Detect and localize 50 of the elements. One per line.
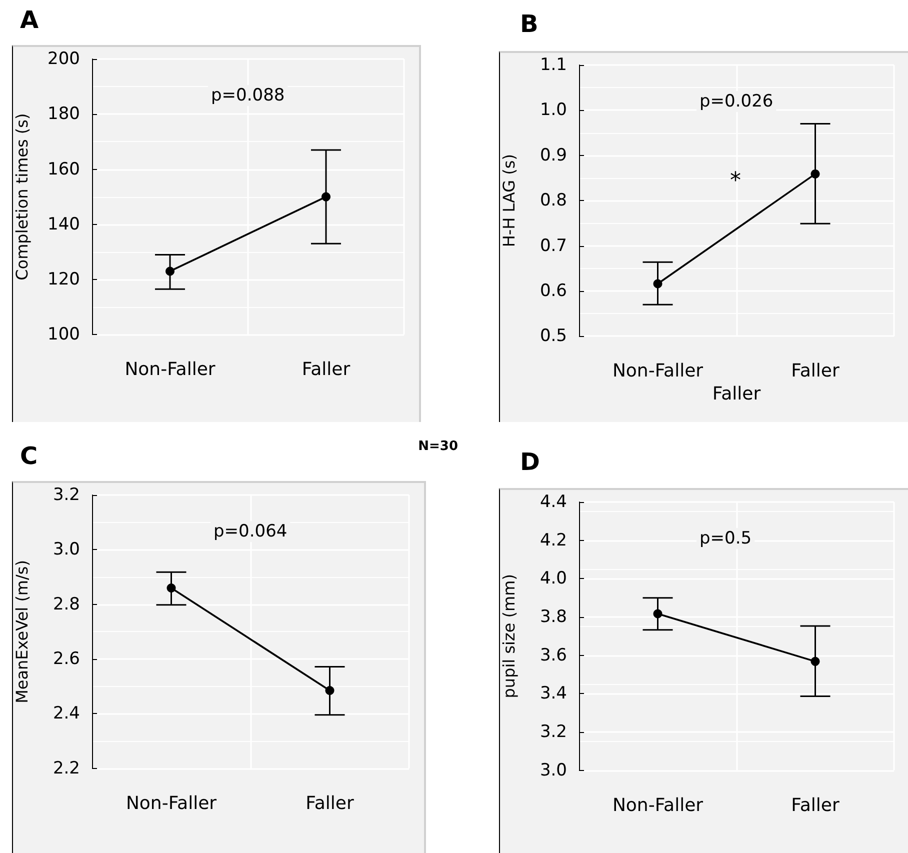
x-tick-label: Non-Faller bbox=[612, 360, 704, 382]
x-tick-label: Non-Faller bbox=[124, 359, 216, 380]
text: N=30 bbox=[418, 439, 458, 454]
y-tick-label: 3.2 bbox=[52, 485, 80, 505]
annotation: p=0.5 bbox=[700, 528, 752, 548]
annotation: p=0.026 bbox=[700, 92, 774, 112]
chart-title: C bbox=[20, 442, 38, 470]
y-tick-label: 200 bbox=[48, 49, 80, 69]
chart-title: B bbox=[520, 10, 538, 38]
chart-title: D bbox=[520, 448, 540, 476]
y-tick-label: 0.6 bbox=[540, 281, 567, 302]
x-tick-label: Faller bbox=[791, 794, 840, 816]
y-tick-label: 3.4 bbox=[540, 684, 567, 704]
x-tick-label: Faller bbox=[306, 792, 354, 814]
y-tick-label: 3.6 bbox=[540, 645, 567, 666]
y-tick-label: 2.2 bbox=[52, 758, 80, 778]
y-tick-label: 1.1 bbox=[540, 55, 567, 75]
x-tick-label: Faller bbox=[791, 360, 840, 382]
y-tick-label: 3.2 bbox=[540, 722, 567, 742]
y-tick-label: 0.5 bbox=[540, 326, 567, 346]
y-tick-label: 2.6 bbox=[52, 649, 80, 670]
y-axis-title: pupil size (mm) bbox=[500, 574, 518, 698]
y-tick-label: 2.8 bbox=[52, 594, 80, 614]
x-tick-label: Faller bbox=[302, 359, 351, 380]
y-tick-label: 4.0 bbox=[540, 568, 567, 589]
annotation: * bbox=[730, 168, 741, 194]
x-tick-label: Non-Faller bbox=[126, 792, 218, 814]
y-axis-title: MeanExeVel (m/s) bbox=[12, 560, 32, 704]
y-tick-label: 3.8 bbox=[540, 606, 567, 627]
annotation: p=0.064 bbox=[214, 522, 288, 542]
y-tick-label: 140 bbox=[48, 214, 80, 234]
y-tick-label: 3.0 bbox=[540, 760, 567, 780]
y-tick-label: 0.8 bbox=[540, 190, 567, 211]
y-tick-label: 4.2 bbox=[540, 530, 567, 550]
y-axis-title: H-H LAG (s) bbox=[500, 154, 518, 248]
y-tick-label: 3.0 bbox=[52, 540, 80, 560]
y-axis-title: Completion times (s) bbox=[12, 113, 32, 280]
x-axis-title: Faller bbox=[712, 384, 762, 405]
chart-title: A bbox=[20, 6, 39, 34]
y-tick-label: 0.9 bbox=[540, 145, 567, 166]
y-tick-label: 0.7 bbox=[540, 236, 567, 256]
y-tick-label: 100 bbox=[48, 324, 80, 345]
y-tick-label: 1.0 bbox=[540, 100, 567, 120]
y-tick-label: 2.4 bbox=[52, 704, 80, 724]
y-tick-label: 160 bbox=[48, 159, 80, 180]
y-tick-label: 180 bbox=[48, 104, 80, 124]
y-tick-label: 4.4 bbox=[540, 492, 567, 512]
x-tick-label: Non-Faller bbox=[612, 794, 704, 816]
annotation: p=0.088 bbox=[211, 86, 285, 106]
y-tick-label: 120 bbox=[48, 270, 80, 290]
